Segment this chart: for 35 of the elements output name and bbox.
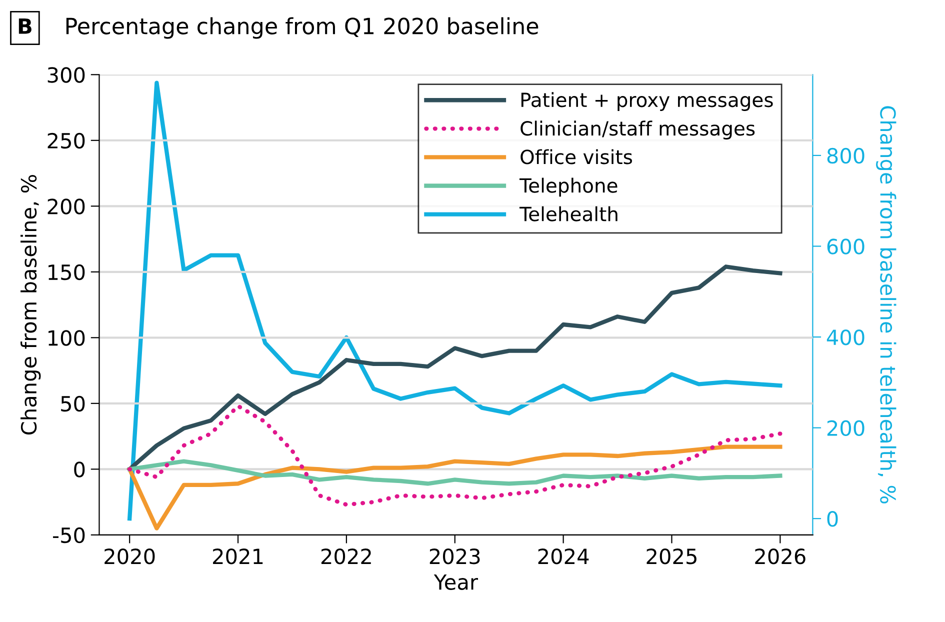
legend-label: Patient + proxy messages [521, 92, 773, 111]
y-tick-label: 150 [48, 264, 85, 280]
y2-tick-label: 600 [827, 238, 864, 254]
y-tick-label: 100 [48, 330, 85, 346]
legend-label: Clinician/staff messages [520, 120, 755, 140]
x-tick-label: 2020 [104, 548, 155, 564]
y-tick-label: -50 [53, 527, 85, 544]
x-tick-label: 2022 [321, 548, 371, 564]
x-tick-label: 2026 [755, 548, 806, 564]
x-tick-label: 2025 [646, 548, 696, 564]
y2-tick-label: 200 [827, 420, 864, 436]
y2-axis-title: Change from baseline in telehealth, % [876, 106, 896, 504]
x-tick-label: 2023 [430, 548, 480, 564]
text: B [18, 18, 32, 34]
line-series [128, 444, 782, 530]
line-series [128, 459, 782, 486]
line-series [128, 264, 782, 472]
legend-label: Telehealth [519, 206, 618, 222]
y2-tick-label: 400 [826, 329, 864, 346]
y-tick-label: 50 [61, 396, 85, 412]
legend-label: Office visits [520, 149, 632, 164]
x-tick-label: 2021 [213, 548, 263, 564]
y-tick-label: 200 [48, 198, 85, 214]
y-tick-label: 0 [74, 462, 85, 478]
y-axis-title: Change from baseline, % [20, 175, 41, 434]
x-tick-label: 2024 [538, 548, 589, 564]
y2-tick-label: 0 [827, 511, 838, 527]
x-axis-title: Year [434, 574, 478, 590]
line-series [128, 404, 782, 507]
y2-tick-label: 800 [827, 148, 864, 164]
chart-title: Percentage change from Q1 2020 baseline [66, 17, 538, 39]
line-series [128, 80, 782, 521]
y-tick-label: 250 [48, 132, 85, 149]
legend-label: Telephone [519, 178, 618, 197]
y-tick-label: 300 [48, 67, 85, 83]
